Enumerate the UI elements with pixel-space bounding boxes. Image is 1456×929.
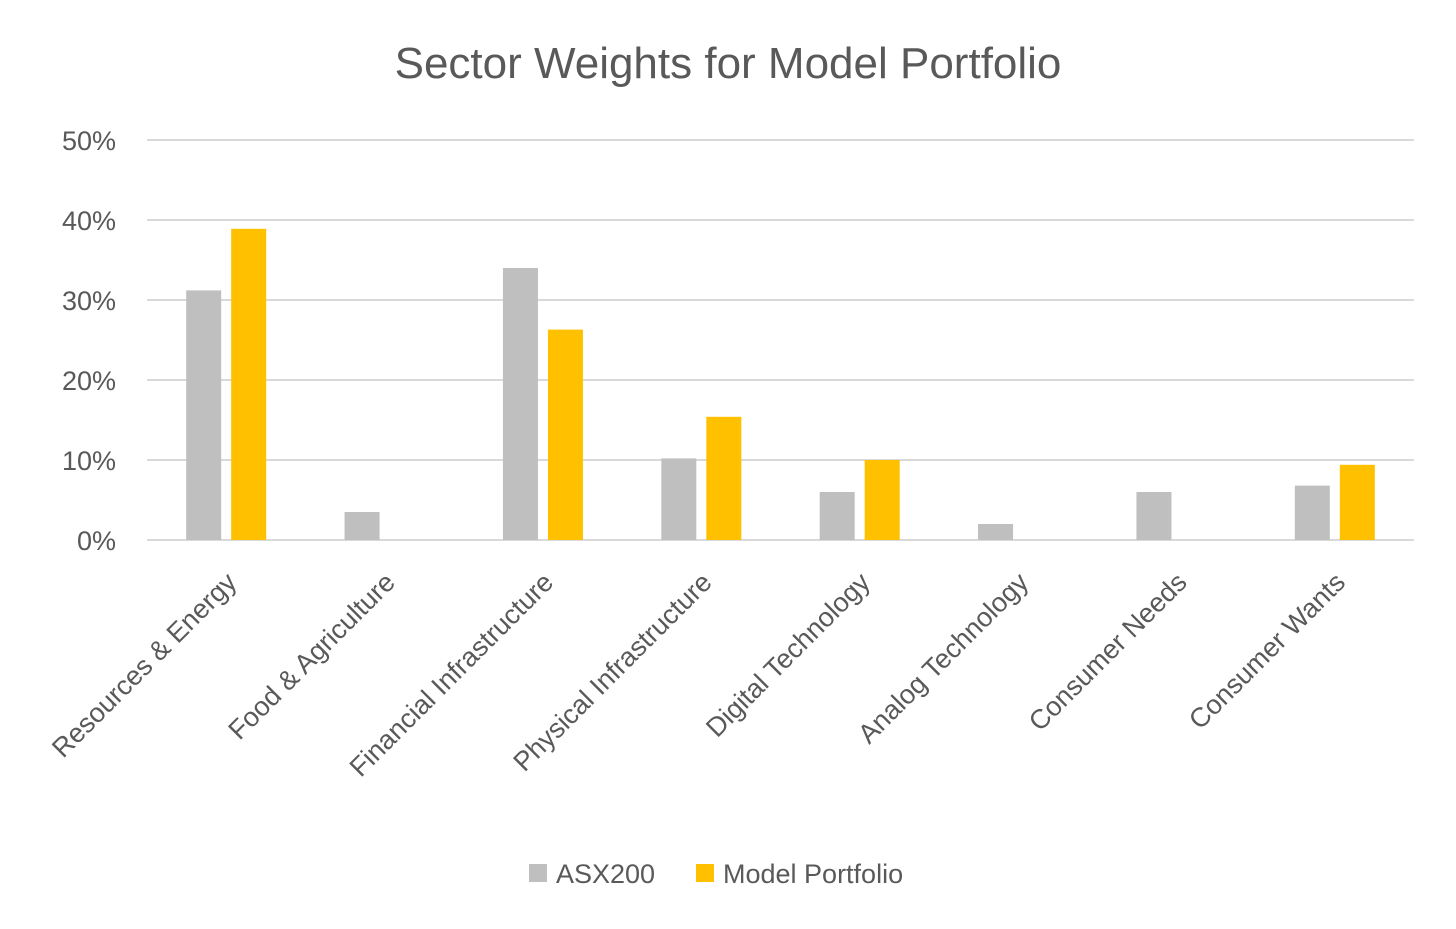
- bar-asx200: [661, 458, 697, 540]
- bar-asx200: [819, 492, 855, 540]
- y-tick-label: 0%: [77, 526, 116, 556]
- y-tick-label: 50%: [62, 126, 116, 156]
- bar-model-portfolio: [706, 416, 742, 540]
- y-tick-label: 10%: [62, 446, 116, 476]
- x-category-label: Analog Technology: [852, 567, 1035, 750]
- bar-model-portfolio: [547, 329, 583, 540]
- bars: [186, 228, 1375, 541]
- bar-asx200: [502, 268, 538, 540]
- chart-title: Sector Weights for Model Portfolio: [395, 39, 1062, 88]
- x-category-label: Resources & Energy: [46, 567, 243, 764]
- legend-label: Model Portfolio: [723, 859, 903, 889]
- bar-asx200: [344, 512, 380, 540]
- legend-label: ASX200: [556, 859, 655, 889]
- bar-asx200: [186, 290, 222, 540]
- x-category-label: Consumer Wants: [1183, 567, 1351, 735]
- bar-asx200: [978, 524, 1014, 540]
- legend: ASX200 Model Portfolio: [529, 859, 903, 889]
- y-axis-tick-labels: 0% 10% 20% 30% 40% 50%: [62, 126, 116, 556]
- legend-swatch: [529, 864, 547, 882]
- x-category-label: Digital Technology: [700, 567, 876, 743]
- bar-model-portfolio: [1339, 464, 1375, 540]
- legend-swatch: [696, 864, 714, 882]
- bar-model-portfolio: [231, 228, 267, 541]
- x-category-label: Consumer Needs: [1023, 567, 1193, 737]
- bar-asx200: [1136, 492, 1172, 540]
- y-tick-label: 20%: [62, 366, 116, 396]
- y-tick-label: 40%: [62, 206, 116, 236]
- gridlines: [147, 139, 1414, 541]
- bar-model-portfolio: [864, 460, 900, 540]
- y-tick-label: 30%: [62, 286, 116, 316]
- bar-asx200: [1294, 485, 1330, 540]
- x-category-label: Food & Agriculture: [223, 567, 401, 745]
